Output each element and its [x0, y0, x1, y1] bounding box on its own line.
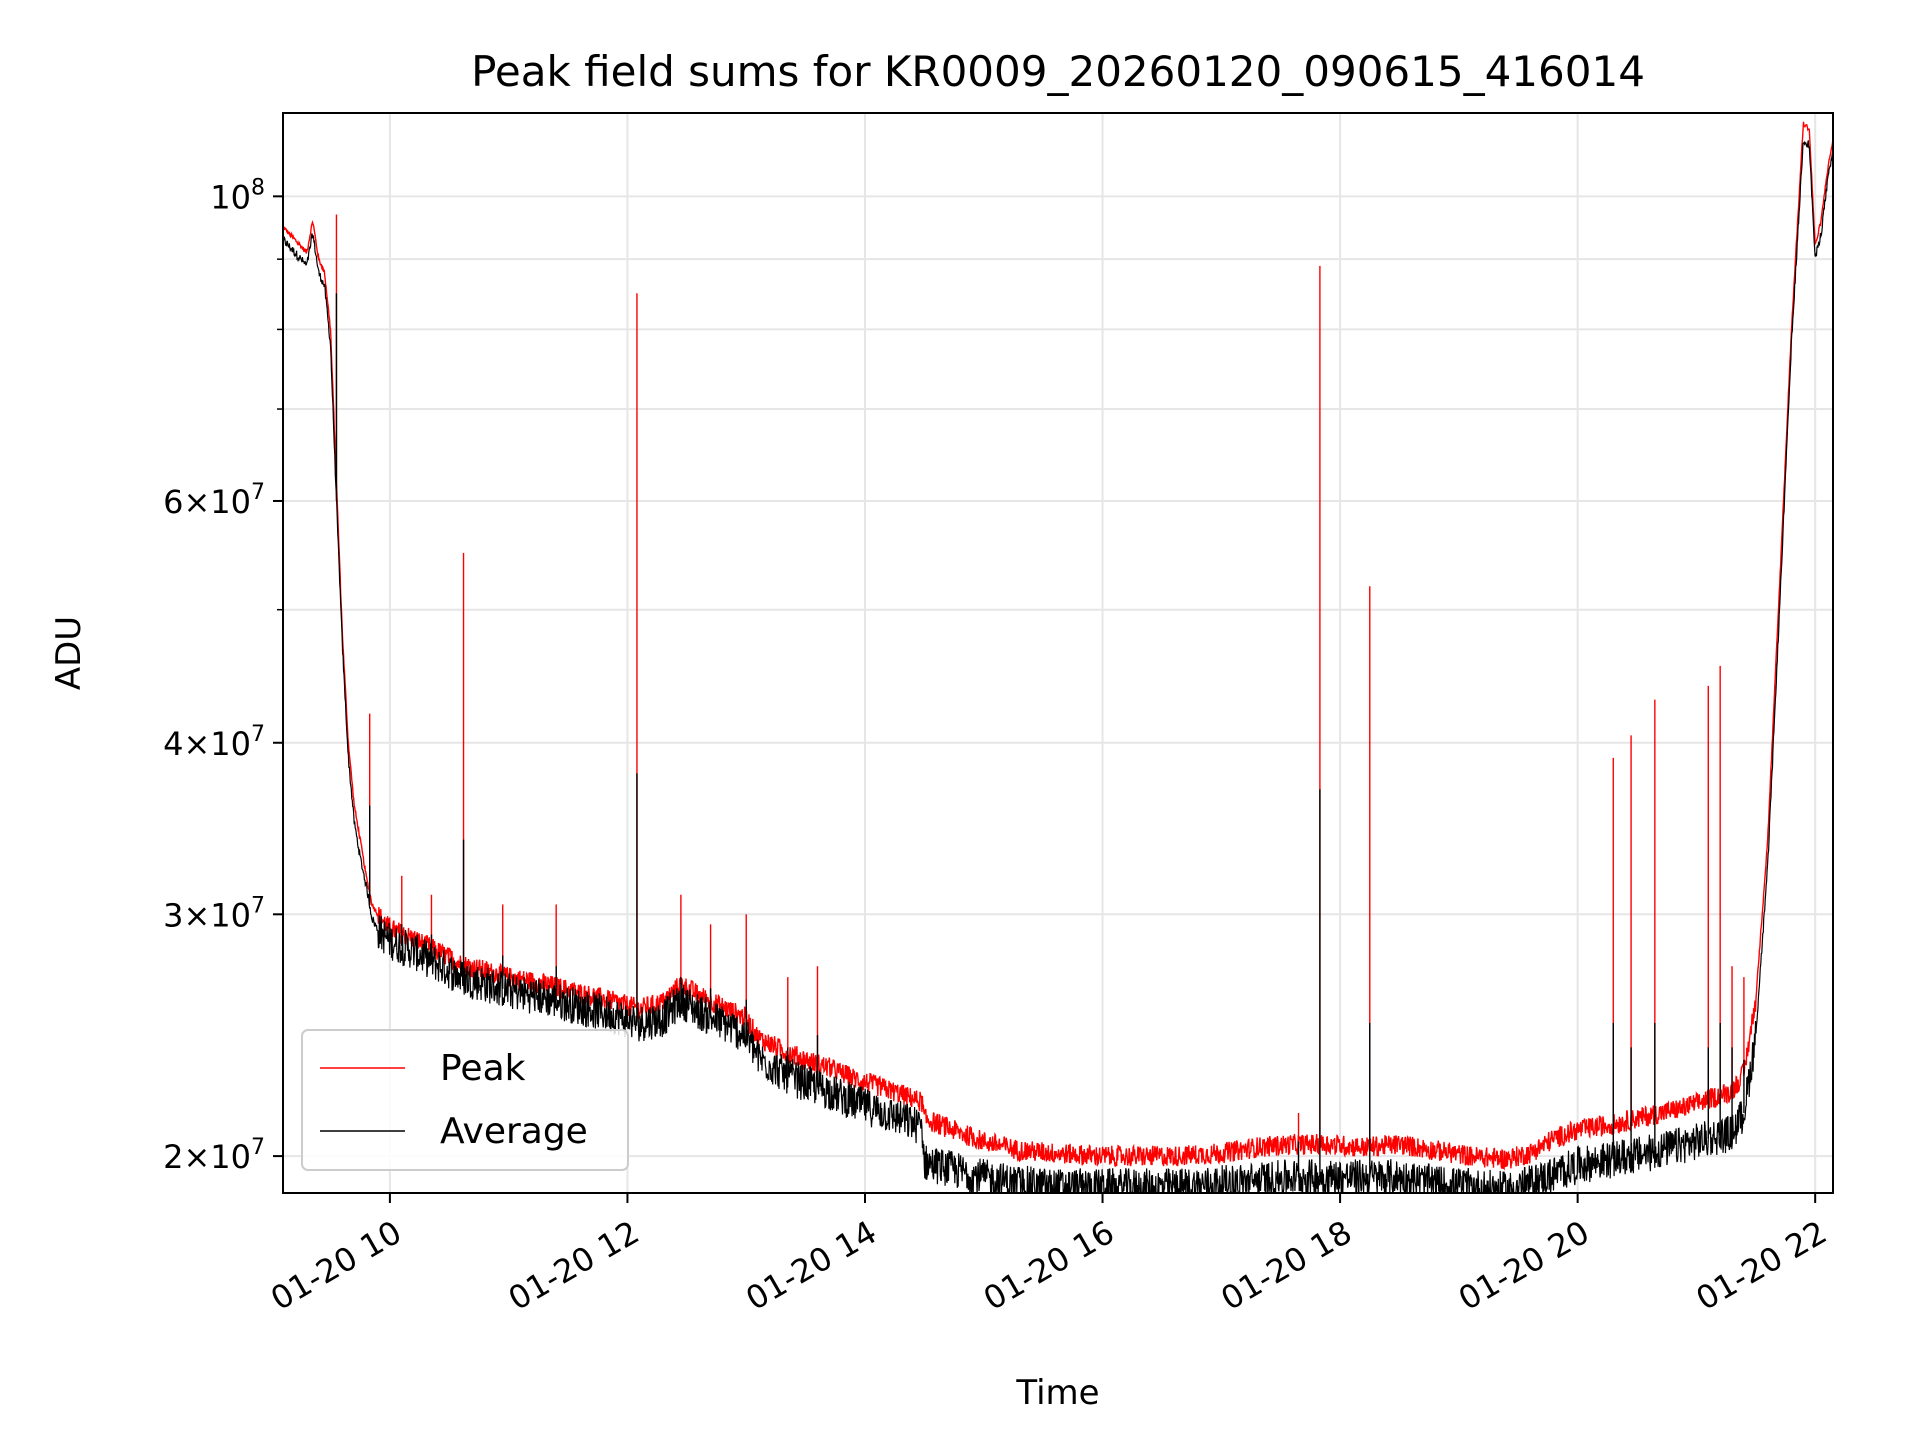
- y-tick-label: 108: [210, 175, 265, 216]
- legend-average-label: Average: [440, 1111, 588, 1152]
- y-tick-label: 3×107: [163, 893, 265, 934]
- y-tick-label: 2×107: [163, 1135, 265, 1176]
- legend: Peak Average: [301, 1029, 629, 1171]
- y-tick-label: 4×107: [163, 722, 265, 763]
- grid-lines: [283, 113, 1833, 1193]
- average-line: [283, 140, 1833, 1193]
- peak-line: [283, 121, 1833, 1171]
- y-axis-ticks: 2×107 3×107 4×107 6×107 108: [163, 175, 283, 1176]
- y-axis-label: ADU: [49, 616, 89, 690]
- series-average: [283, 140, 1833, 1193]
- legend-box: [301, 1029, 629, 1171]
- y-tick-label: 6×107: [163, 480, 265, 521]
- chart-title: Peak field sums for KR0009_20260120_0906…: [471, 47, 1645, 96]
- x-axis-label: Time: [1015, 1373, 1099, 1413]
- plot-area-frame: [282, 112, 1834, 1194]
- legend-peak-label: Peak: [440, 1048, 526, 1089]
